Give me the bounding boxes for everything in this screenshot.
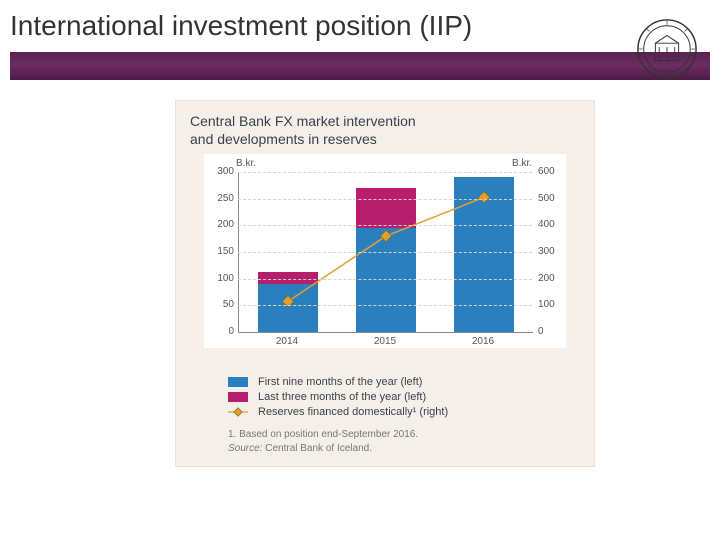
gridline [238,199,532,200]
chart-title-line2: and developments in reserves [190,131,377,147]
legend-item-reserves: Reserves financed domestically¹ (right) [228,406,580,418]
legend-label: Last three months of the year (left) [258,391,426,403]
gridline [238,225,532,226]
slide: International investment position (IIP) … [0,0,720,540]
footnote-source-value: Central Bank of Iceland. [265,443,372,454]
y-right-tick-label: 400 [538,219,555,230]
footnote-source: Source: Central Bank of Iceland. [228,442,580,456]
legend-swatch [228,377,248,387]
gridline [238,252,532,253]
y-left-tick-label: 250 [217,193,234,204]
footnote-source-label: Source: [228,443,262,454]
header-bar [10,52,710,80]
y-left-tick-label: 100 [217,273,234,284]
circular-seal-logo [636,18,698,80]
y-right-tick-label: 300 [538,246,555,257]
chart-container: Central Bank FX market intervention and … [175,100,595,467]
diamond-marker-icon [478,192,489,203]
y-right-tick-label: 600 [538,166,555,177]
y-left-tick-label: 50 [223,299,234,310]
legend-item-last-three: Last three months of the year (left) [228,391,580,403]
right-axis-unit: B.kr. [512,158,532,169]
left-axis-unit: B.kr. [236,158,256,169]
y-right-tick-label: 0 [538,326,544,337]
page-title: International investment position (IIP) [10,10,472,42]
y-left-tick-label: 150 [217,246,234,257]
x-tick-label: 2015 [374,336,396,347]
gridline [238,172,532,173]
gridline [238,279,532,280]
chart-footnote: 1. Based on position end-September 2016.… [190,428,580,456]
footnote-line: 1. Based on position end-September 2016. [228,428,580,442]
legend-label: First nine months of the year (left) [258,376,422,388]
legend: First nine months of the year (left) Las… [190,376,580,418]
y-right-tick-label: 200 [538,273,555,284]
y-right-tick-label: 100 [538,299,555,310]
y-left-tick-label: 200 [217,219,234,230]
y-left-tick-label: 300 [217,166,234,177]
x-tick-label: 2014 [276,336,298,347]
legend-swatch [228,392,248,402]
diamond-marker-icon [380,230,391,241]
x-tick-label: 2016 [472,336,494,347]
chart-area: 0 50 100 150 200 250 300 0 100 200 300 400 500 600 B.k… [204,154,566,348]
legend-label: Reserves financed domestically¹ (right) [258,406,448,418]
y-right-tick-label: 500 [538,193,555,204]
legend-marker-diamond [228,407,248,417]
chart-title: Central Bank FX market intervention and … [190,113,580,148]
y-left-tick-label: 0 [228,326,234,337]
legend-item-first-nine: First nine months of the year (left) [228,376,580,388]
gridline [238,305,532,306]
chart-title-line1: Central Bank FX market intervention [190,113,416,129]
